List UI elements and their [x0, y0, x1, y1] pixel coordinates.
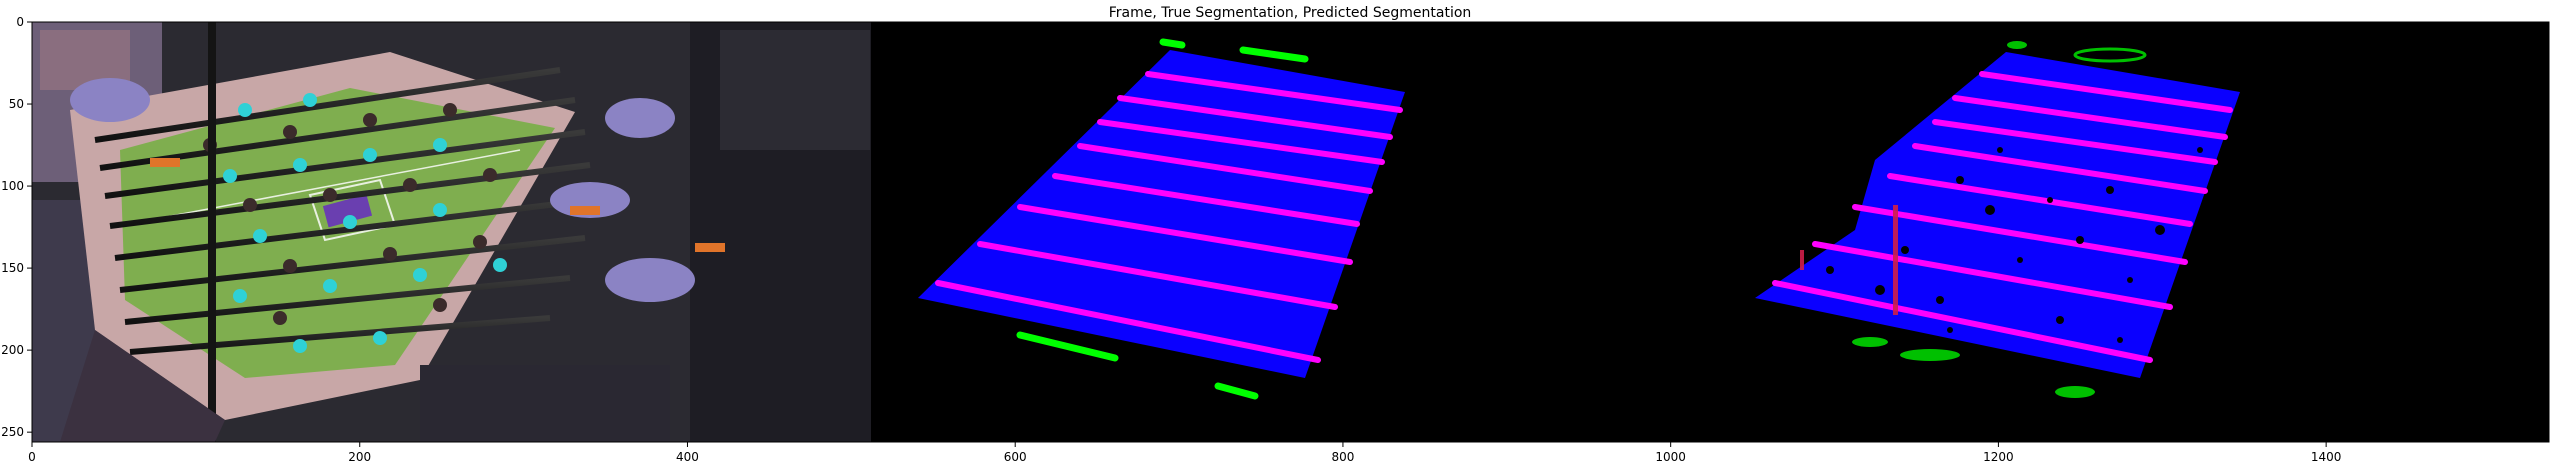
true-player-markers	[1016, 38, 1309, 400]
true-segmentation-panel	[871, 22, 1710, 442]
predicted-player-markers	[1852, 41, 2147, 398]
x-tick-label: 1400	[2311, 450, 2342, 464]
x-tick-label: 400	[676, 450, 699, 464]
y-tick-label: 250	[1, 425, 24, 439]
y-axis: 0 50 100 150 200 250	[1, 15, 32, 439]
predicted-segmentation-panel	[1710, 22, 2549, 442]
true-rods	[935, 71, 1403, 363]
predicted-rods	[1772, 71, 2233, 363]
x-tick-label: 800	[1331, 450, 1354, 464]
predicted-noise	[1826, 147, 2203, 343]
y-tick-label: 150	[1, 261, 24, 275]
y-tick-label: 100	[1, 179, 24, 193]
y-tick-label: 50	[9, 97, 24, 111]
x-tick-label: 1000	[1655, 450, 1686, 464]
y-tick-label: 0	[16, 15, 24, 29]
x-tick-label: 200	[348, 450, 371, 464]
frame-panel	[32, 22, 871, 442]
figure-title: Frame, True Segmentation, Predicted Segm…	[1109, 5, 1472, 21]
x-tick-label: 0	[28, 450, 36, 464]
x-axis: 0 200 400 600 800 1000 1200 1400	[28, 442, 2341, 464]
axes-frame	[31, 21, 2550, 443]
y-tick-label: 200	[1, 343, 24, 357]
predicted-false-positives	[1800, 205, 1898, 315]
x-tick-label: 1200	[1983, 450, 2014, 464]
x-tick-label: 600	[1004, 450, 1027, 464]
